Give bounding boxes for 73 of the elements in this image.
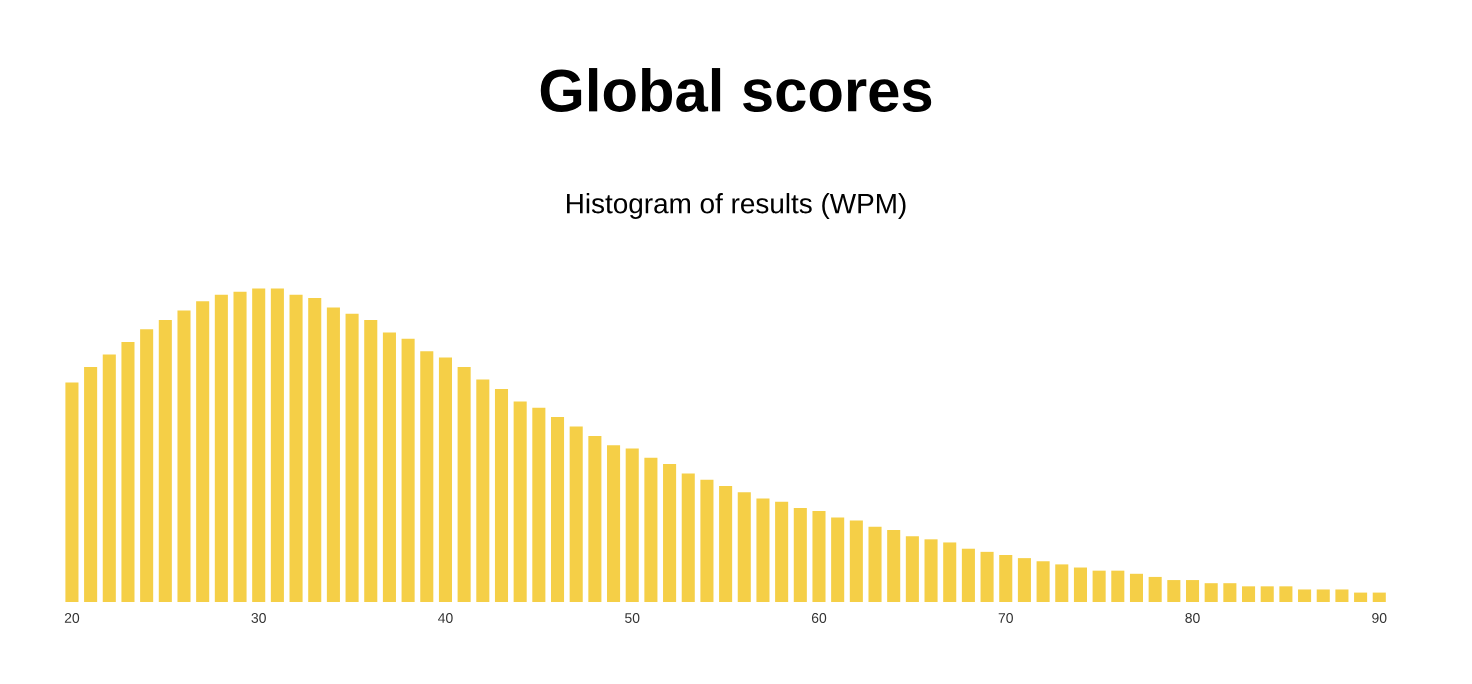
bar (1055, 564, 1069, 602)
bar (999, 554, 1013, 602)
bar (457, 366, 471, 602)
bar (1335, 589, 1349, 602)
bar (289, 294, 303, 602)
bar (905, 536, 919, 602)
bar (1092, 570, 1106, 602)
bar (364, 319, 378, 602)
bar (233, 291, 247, 602)
bar (1372, 592, 1386, 602)
bar (513, 401, 527, 602)
bar (494, 388, 509, 602)
bar (607, 445, 621, 602)
bar (681, 473, 695, 602)
bar (1185, 580, 1200, 602)
bar (1242, 586, 1256, 602)
bar (663, 464, 677, 602)
bar (84, 366, 98, 602)
bar (793, 507, 807, 602)
bar (140, 329, 154, 602)
bar (1073, 567, 1087, 602)
bar (326, 307, 340, 602)
bar (1148, 576, 1162, 602)
bar (382, 332, 396, 602)
bar (1036, 561, 1050, 602)
bar (812, 511, 826, 602)
bar (1354, 592, 1368, 602)
chart-subtitle: Histogram of results (WPM) (567, 192, 906, 219)
bar (532, 407, 546, 602)
bar (401, 338, 415, 602)
bar (1017, 558, 1031, 602)
bar (588, 435, 602, 602)
bar (158, 319, 172, 602)
bar (270, 288, 284, 602)
bar (868, 526, 882, 602)
bar (1204, 583, 1218, 602)
bar (625, 448, 639, 602)
bar (943, 542, 957, 602)
bar (569, 426, 583, 602)
bar (550, 417, 565, 602)
bar (121, 341, 135, 602)
bar (980, 551, 994, 602)
bar (214, 294, 228, 602)
bar (849, 520, 863, 602)
bar (1260, 586, 1274, 602)
bar (1223, 583, 1237, 602)
bar (1167, 580, 1181, 602)
bar (756, 498, 770, 602)
bar (644, 457, 658, 602)
bar (1316, 589, 1330, 602)
bar (1129, 573, 1144, 602)
bar (476, 379, 490, 602)
bar (420, 351, 434, 602)
bar (65, 382, 79, 602)
bar (1298, 589, 1312, 602)
bar (737, 492, 751, 602)
bar (775, 501, 789, 602)
bar (252, 288, 266, 602)
bar (1111, 570, 1125, 602)
bar (102, 354, 116, 602)
chart-title: Global scores (540, 68, 932, 112)
bar (196, 301, 210, 602)
bar (961, 548, 975, 602)
bar (177, 310, 191, 602)
bar (345, 313, 359, 602)
bar (438, 357, 452, 602)
bar (831, 517, 845, 602)
bar (719, 486, 733, 602)
bar (700, 479, 714, 602)
bar (1279, 586, 1293, 602)
bar (308, 298, 322, 602)
bar (924, 539, 938, 602)
bar (887, 529, 901, 602)
